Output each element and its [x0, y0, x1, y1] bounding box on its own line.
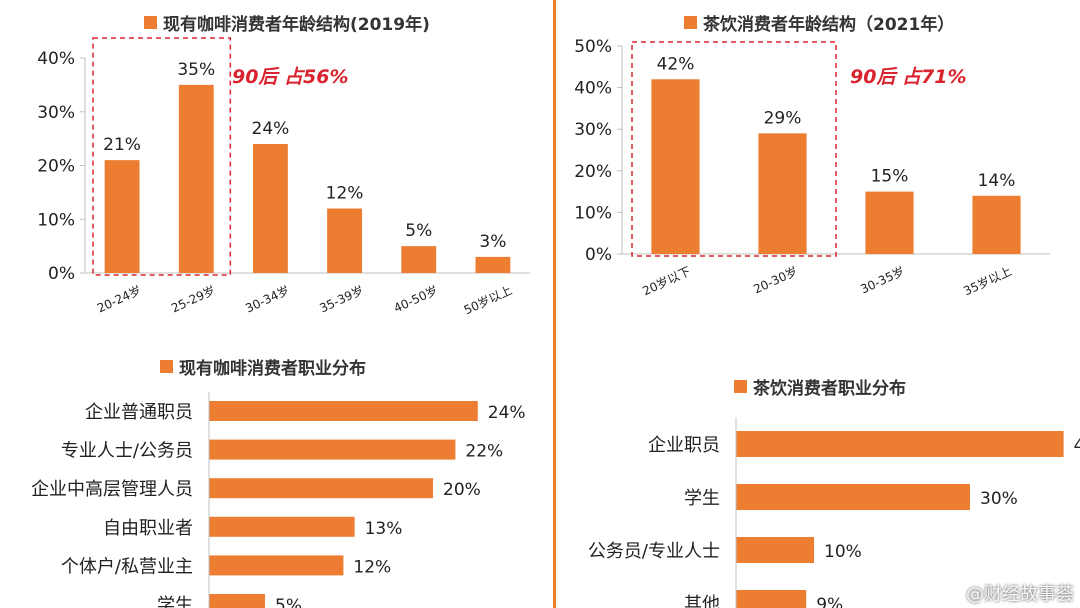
y-tick-label: 30% — [574, 120, 612, 140]
x-tick-label: 35岁以上 — [961, 263, 1014, 298]
x-tick-label: 35-39岁 — [317, 282, 366, 315]
data-label: 20% — [443, 480, 481, 500]
data-label: 14% — [978, 171, 1016, 191]
y-tick-label: 20% — [574, 162, 612, 182]
tea-age-chart: 茶饮消费者年龄结构（2021年） 90后 占71% 0% 10% 20% 30% 40%… — [560, 0, 1080, 330]
bar-20-24岁 — [104, 160, 140, 273]
category-label: 学生 — [157, 595, 193, 608]
chart-annotation: 90后 占56% — [232, 66, 349, 88]
data-label: 5% — [405, 221, 432, 241]
data-label: 35% — [177, 60, 215, 80]
tea-occupation-chart: 茶饮消费者职业分布 企业职员 42% 学生 30% 公务员/专业人士 10% 其他 9% — [560, 330, 1080, 608]
bar-自由职业者 — [209, 516, 355, 537]
x-tick-label: 30-34岁 — [243, 282, 292, 315]
bar-50岁以上 — [475, 256, 511, 273]
y-tick-label: 10% — [37, 210, 75, 230]
y-tick-label: 0% — [585, 245, 612, 265]
data-label: 12% — [353, 557, 391, 577]
coffee-occupation-chart: 现有咖啡消费者职业分布 企业普通职员 24% 专业人士/公务员 22% 企业中高层管理人… — [0, 330, 540, 608]
coffee-occupation-svg: 企业普通职员 24% 专业人士/公务员 22% 企业中高层管理人员 20% 自由职业者 13%… — [31, 391, 526, 608]
bar-企业中高层管理人员 — [209, 478, 433, 499]
y-tick-label: 40% — [574, 79, 612, 99]
coffee-age-chart: 现有咖啡消费者年龄结构(2019年) 90后 占56% 0% 10% 20% 30% 4… — [0, 0, 540, 330]
chart-title-row: 茶饮消费者职业分布 — [734, 374, 906, 399]
y-tick-label: 30% — [37, 103, 75, 123]
bar-学生 — [209, 594, 265, 608]
panel-divider — [553, 0, 556, 608]
watermark: @财经故事荟 — [966, 584, 1074, 605]
tea-age-svg: 0% 10% 20% 30% 40% 50% 42% 20岁以下 29% 20-30岁 15% 30-… — [574, 37, 1050, 298]
category-label: 自由职业者 — [103, 518, 193, 539]
chart-title-row: 现有咖啡消费者年龄结构(2019年) — [144, 10, 430, 35]
bar-25-29岁 — [178, 84, 214, 273]
category-label: 企业普通职员 — [85, 402, 193, 423]
data-label: 42% — [1074, 436, 1080, 456]
category-label: 个体户/私营业主 — [61, 556, 193, 577]
category-label: 公务员/专业人士 — [588, 541, 720, 562]
tea-occupation-svg: 企业职员 42% 学生 30% 公务员/专业人士 10% 其他 9% — [588, 417, 1080, 608]
x-tick-label: 30-35岁 — [858, 263, 907, 296]
category-label: 企业中高层管理人员 — [31, 479, 193, 500]
highlight-box — [92, 37, 232, 276]
data-label: 21% — [103, 135, 141, 155]
x-tick-label: 50岁以上 — [461, 282, 514, 317]
bar-企业职员 — [736, 431, 1064, 457]
bar-学生 — [736, 484, 970, 510]
highlight-box — [631, 41, 837, 257]
data-label: 12% — [326, 184, 364, 204]
x-tick-label: 40-50岁 — [391, 282, 440, 315]
x-tick-label: 20岁以下 — [640, 263, 693, 298]
bar-其他 — [736, 590, 807, 608]
x-tick-label: 20-30岁 — [751, 263, 800, 296]
bar-40-50岁 — [401, 246, 437, 273]
bar-35-39岁 — [327, 208, 363, 273]
data-label: 15% — [871, 167, 909, 187]
data-label: 9% — [816, 595, 843, 608]
chart-title: 茶饮消费者职业分布 — [753, 379, 906, 399]
bar-个体户/私营业主 — [209, 555, 344, 576]
data-label: 24% — [252, 119, 290, 139]
y-tick-label: 20% — [37, 157, 75, 177]
data-label: 29% — [764, 108, 802, 128]
data-label: 5% — [275, 596, 302, 608]
data-label: 3% — [479, 232, 506, 252]
x-tick-label: 20-24岁 — [95, 282, 144, 315]
y-tick-label: 50% — [574, 37, 612, 57]
legend-swatch — [144, 16, 157, 29]
bar-30-35岁 — [865, 191, 914, 254]
chart-title: 茶饮消费者年龄结构（2021年） — [703, 15, 955, 35]
chart-annotation: 90后 占71% — [850, 66, 967, 88]
bar-20岁以下 — [651, 79, 700, 254]
category-label: 学生 — [684, 488, 720, 509]
data-label: 10% — [824, 542, 862, 562]
data-label: 24% — [488, 403, 526, 423]
y-tick-label: 0% — [48, 264, 75, 284]
data-label: 30% — [980, 489, 1018, 509]
x-tick-label: 25-29岁 — [169, 282, 218, 315]
y-tick-label: 10% — [574, 203, 612, 223]
legend-swatch — [684, 16, 697, 29]
bar-专业人士/公务员 — [209, 439, 456, 460]
data-label: 22% — [465, 442, 503, 462]
category-label: 其他 — [684, 594, 720, 608]
chart-title-row: 茶饮消费者年龄结构（2021年） — [684, 10, 954, 35]
legend-swatch — [734, 380, 747, 393]
y-tick-label: 40% — [37, 49, 75, 69]
bar-企业普通职员 — [209, 401, 478, 421]
chart-title: 现有咖啡消费者年龄结构(2019年) — [163, 15, 430, 35]
category-label: 企业职员 — [648, 435, 720, 456]
chart-title: 现有咖啡消费者职业分布 — [179, 359, 366, 379]
bar-35岁以上 — [972, 195, 1021, 254]
legend-swatch — [160, 360, 173, 373]
coffee-age-svg: 0% 10% 20% 30% 40% 21% 20-24岁 35% 25-29岁 24% 30-34… — [37, 37, 530, 317]
category-label: 专业人士/公务员 — [61, 441, 193, 462]
bar-30-34岁 — [252, 144, 288, 273]
data-label: 13% — [365, 519, 403, 539]
chart-title-row: 现有咖啡消费者职业分布 — [160, 354, 366, 379]
bar-20-30岁 — [758, 133, 807, 254]
bar-公务员/专业人士 — [736, 537, 814, 563]
data-label: 42% — [657, 54, 695, 74]
